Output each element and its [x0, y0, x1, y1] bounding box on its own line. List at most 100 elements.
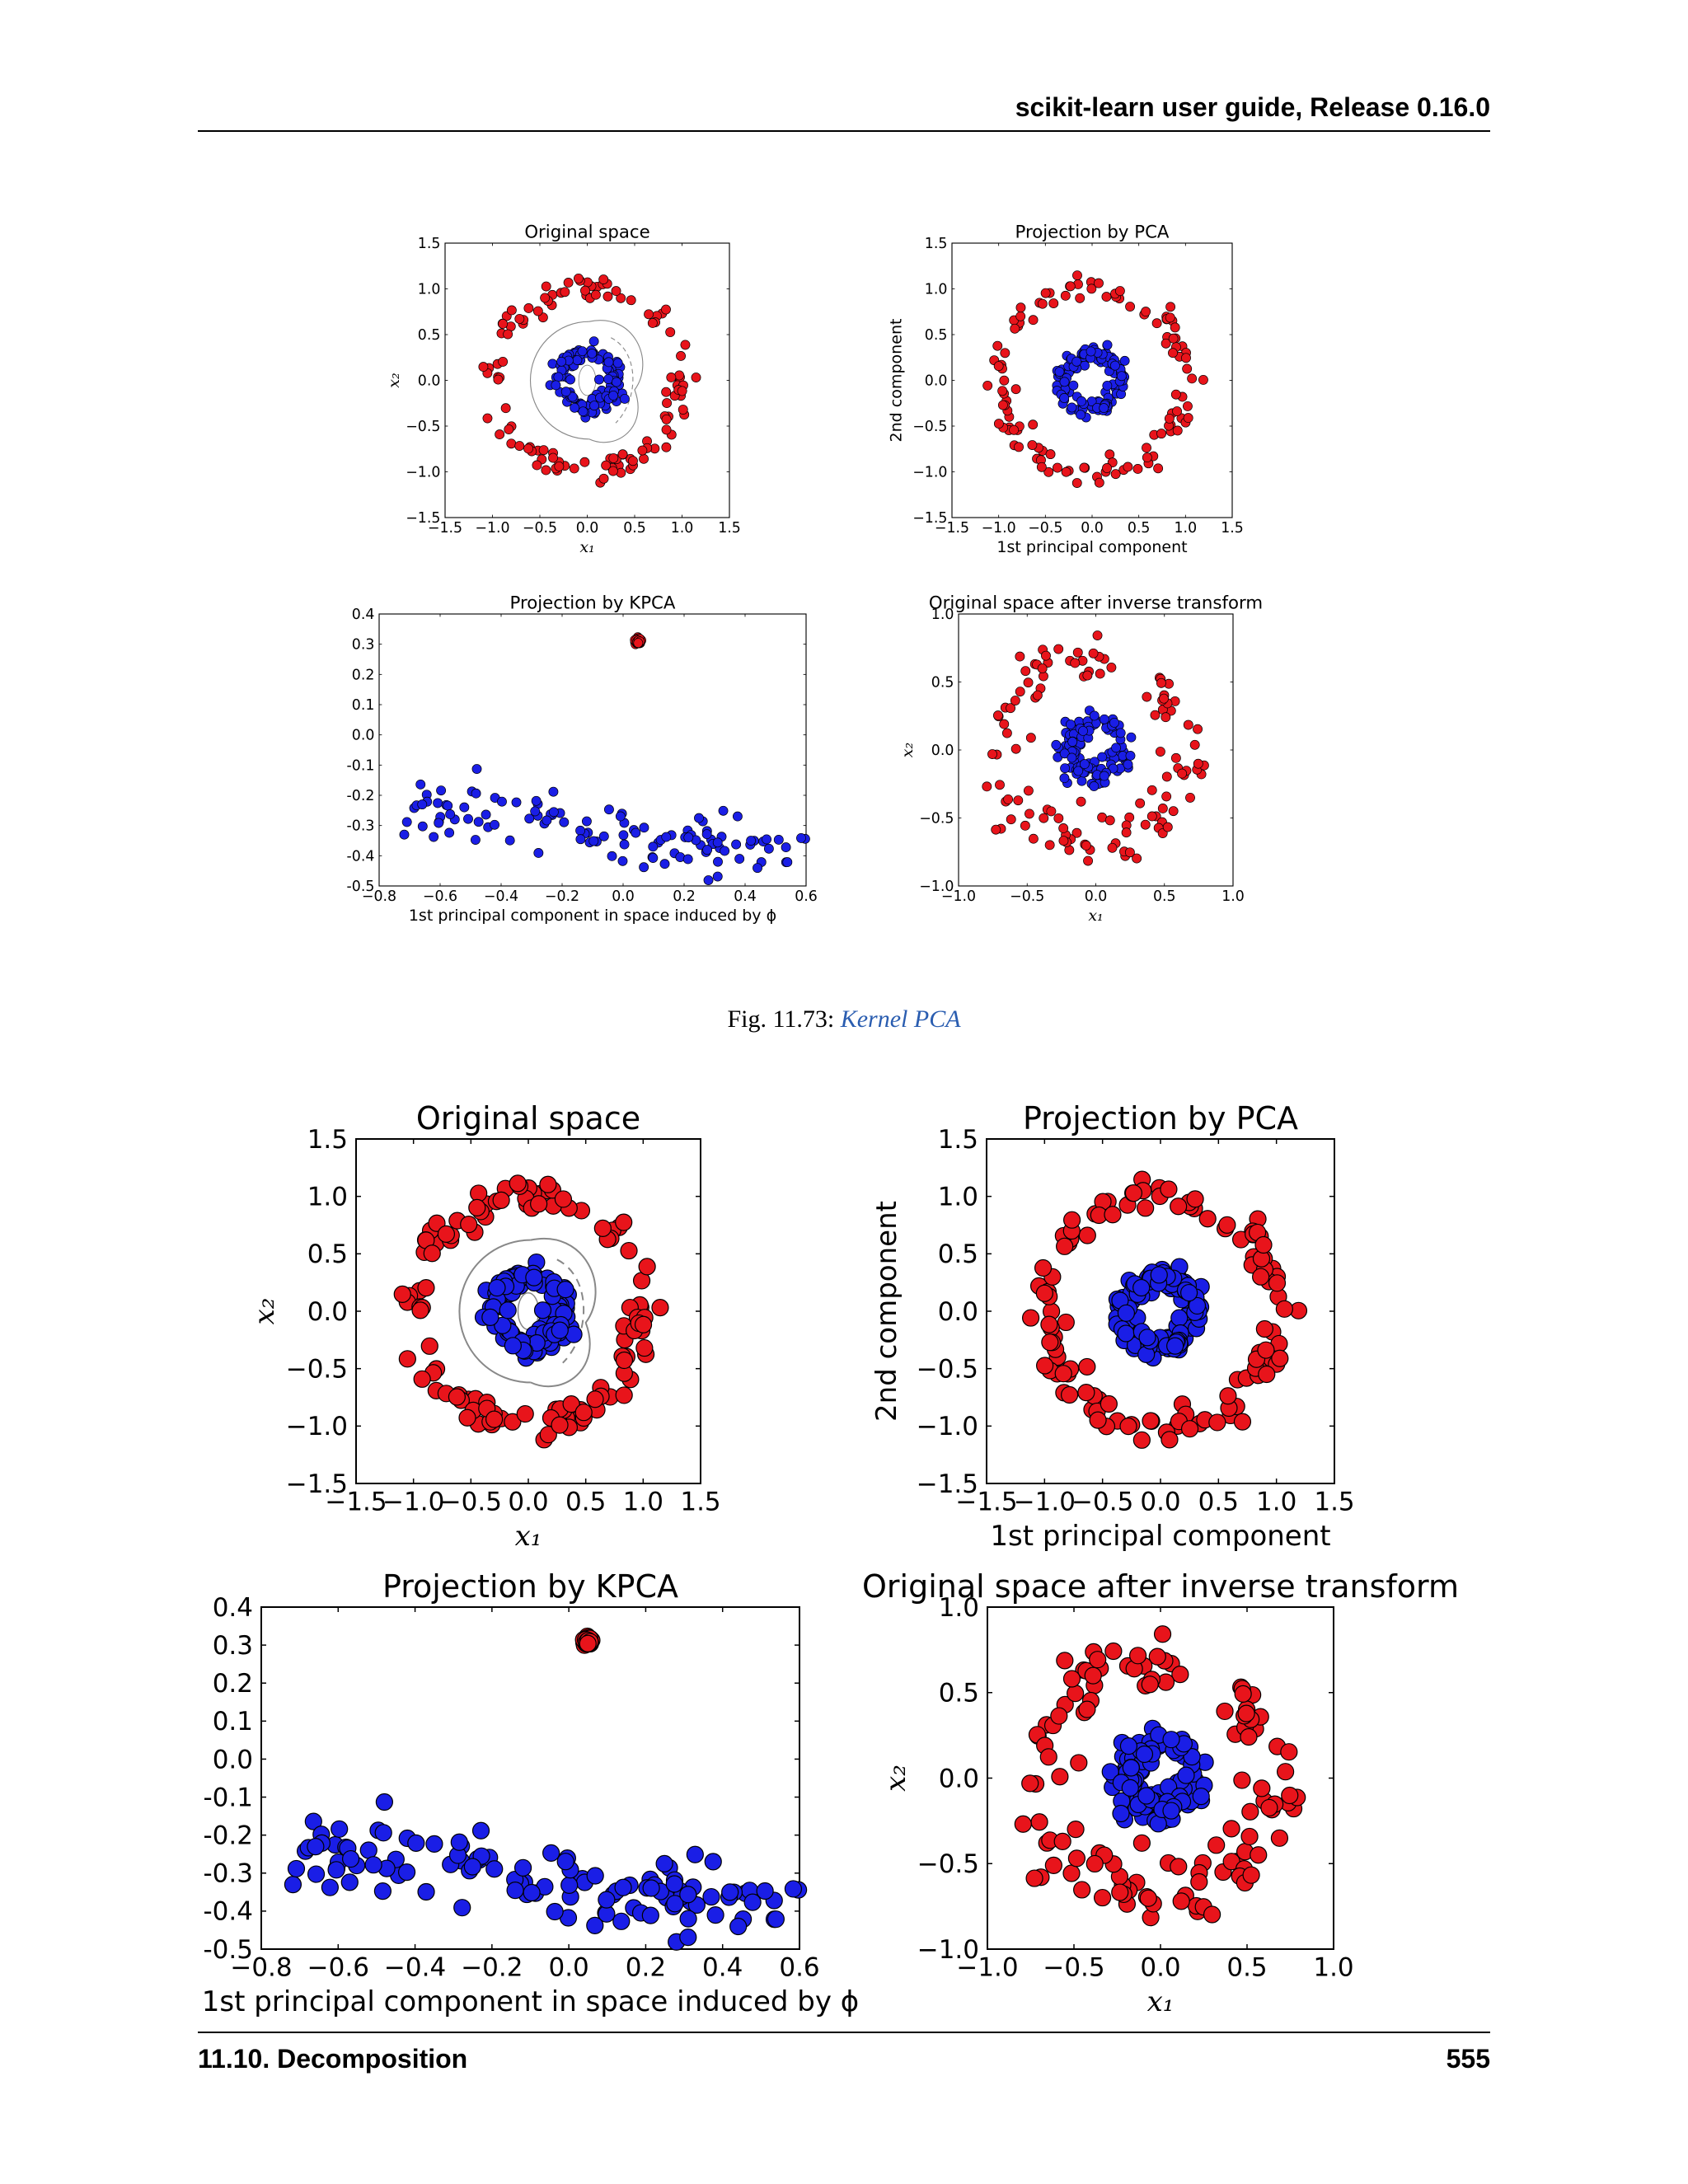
scatter-point: [598, 1891, 616, 1909]
scatter-point: [639, 823, 649, 833]
scatter-point: [1043, 466, 1054, 477]
scatter-point: [1062, 1211, 1081, 1229]
scatter-point: [635, 1338, 654, 1357]
scatter-point: [420, 1337, 438, 1355]
scatter-point: [398, 1350, 416, 1368]
scatter-point: [995, 780, 1005, 790]
scatter-point: [1128, 1647, 1147, 1665]
scatter-point: [666, 1895, 684, 1913]
scatter-point: [1028, 315, 1039, 326]
scatter-point: [437, 1225, 456, 1244]
y-tick-label: 0.0: [352, 728, 375, 744]
scatter-point: [546, 1902, 564, 1921]
page-number: 555: [1446, 2044, 1490, 2074]
scatter-point: [1180, 1420, 1199, 1438]
scatter-point: [1075, 293, 1085, 303]
scatter-point: [1126, 732, 1137, 743]
scatter-point: [523, 1883, 541, 1902]
scatter-point: [1241, 1802, 1259, 1821]
scatter-point: [1044, 840, 1055, 851]
scatter-point: [1006, 814, 1016, 825]
y-tick-label: -0.3: [204, 1859, 254, 1889]
scatter-point: [762, 834, 772, 845]
y-tick-label: 0.0: [939, 1764, 979, 1793]
y-tick-label: −0.5: [406, 419, 440, 435]
scatter-point: [1132, 1278, 1151, 1297]
scatter-point: [463, 813, 473, 824]
scatter-point: [1015, 302, 1026, 313]
chart-title: Projection by KPCA: [510, 593, 676, 613]
scatter-point: [1119, 355, 1130, 366]
x-tick-label: 0.5: [565, 1488, 606, 1517]
scatter-point: [1044, 1856, 1062, 1875]
scatter-point: [284, 1876, 302, 1894]
scatter-point: [554, 462, 565, 471]
x-tick-label: −0.5: [1028, 520, 1062, 537]
scatter-point: [307, 1838, 325, 1856]
scatter-point: [1155, 747, 1165, 757]
y-tick-label: 1.0: [418, 282, 441, 298]
scatter-point: [1141, 1675, 1159, 1694]
scatter-point: [661, 414, 672, 424]
scatter-point: [493, 374, 504, 385]
x-tick-label: 0.2: [673, 888, 696, 905]
scatter-point: [548, 452, 558, 463]
scatter-point: [1132, 853, 1142, 864]
x-tick-label: 0.0: [1085, 888, 1108, 905]
y-tick-label: 0.1: [352, 697, 375, 714]
scatter-point: [1089, 1411, 1107, 1429]
scatter-point: [1039, 813, 1049, 823]
y-tick-label: −1.5: [286, 1469, 348, 1499]
caption-prefix: Fig. 11.73:: [727, 1005, 841, 1033]
scatter-point: [615, 811, 626, 822]
scatter-point: [1001, 728, 1012, 738]
scatter-point: [1094, 278, 1104, 288]
scatter-point: [482, 413, 493, 424]
scatter-point: [712, 837, 723, 848]
scatter-point: [1067, 1821, 1085, 1839]
scatter-point: [1030, 1813, 1048, 1831]
scatter-point: [470, 1184, 488, 1202]
y-tick-label: 0.5: [939, 1679, 979, 1708]
scatter-point: [1071, 827, 1082, 838]
scatter-point: [1065, 719, 1076, 730]
x-tick-label: 1.0: [1256, 1488, 1296, 1517]
scatter-point: [1240, 1727, 1258, 1746]
y-tick-label: -0.2: [347, 788, 375, 804]
scatter-point: [1186, 1190, 1204, 1208]
scatter-point: [1170, 1309, 1189, 1327]
scatter-point: [588, 336, 599, 347]
y-axis-label: x₂: [385, 373, 403, 387]
scatter-point: [639, 453, 649, 464]
scatter-point: [720, 846, 730, 856]
scatter-point: [1237, 1704, 1255, 1722]
scatter-point: [1037, 298, 1048, 309]
scatter-point: [1056, 1237, 1074, 1255]
scatter-point: [1119, 1417, 1137, 1436]
x-tick-label: 0.0: [508, 1488, 548, 1517]
y-tick-label: -0.1: [347, 757, 375, 774]
scatter-point: [525, 1268, 543, 1286]
scatter-point: [562, 1395, 580, 1413]
scatter-point: [1050, 1707, 1068, 1725]
scatter-point: [1021, 1309, 1040, 1327]
y-tick-label: 0.1: [213, 1707, 253, 1736]
scatter-point: [1054, 1365, 1072, 1383]
scatter-point: [756, 1882, 774, 1900]
scatter-point: [1061, 1385, 1079, 1404]
scatter-point: [729, 1917, 748, 1936]
scatter-point: [731, 839, 742, 850]
scatter-point: [608, 453, 619, 463]
chart-panel: −0.8 −0.6 −0.4 −0.2 0.0 0.2 0.4 0.6 0.4 0.3 0.2 0.1…: [347, 593, 818, 925]
contour-line: [530, 1237, 597, 1388]
scatter-point: [1123, 759, 1133, 770]
caption-link[interactable]: Kernel PCA: [840, 1005, 961, 1033]
x-tick-label: −0.2: [545, 888, 579, 905]
scatter-point: [1192, 1788, 1210, 1806]
scatter-point: [612, 1912, 631, 1930]
scatter-point: [551, 380, 561, 391]
scatter-point: [1104, 1642, 1123, 1661]
scatter-point: [1060, 763, 1071, 774]
